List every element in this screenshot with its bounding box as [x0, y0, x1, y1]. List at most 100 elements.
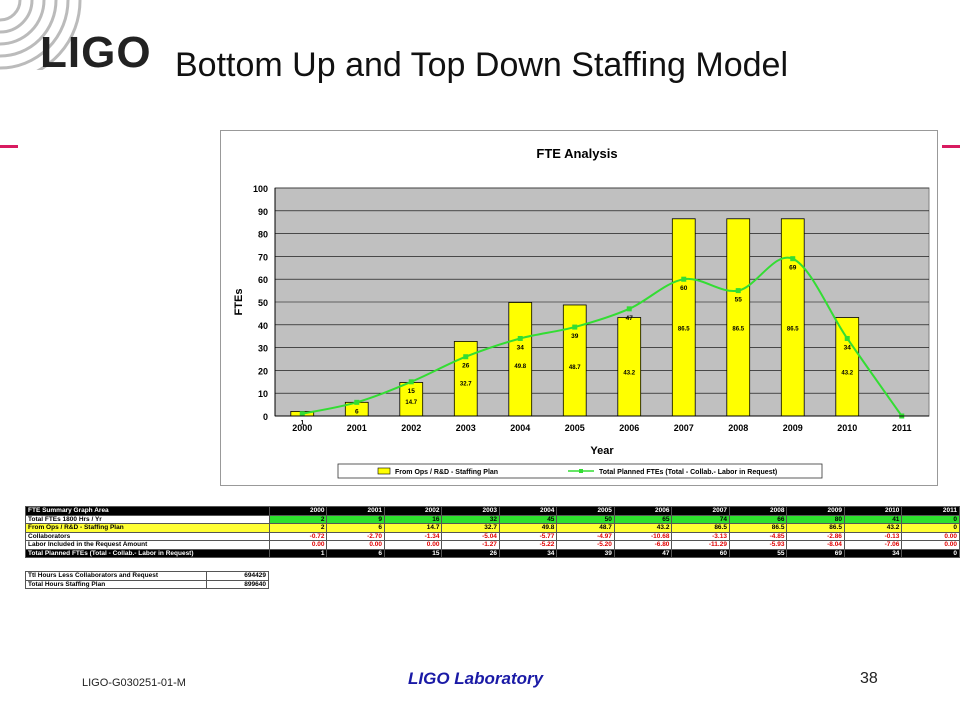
legend-bar-swatch	[377, 467, 391, 475]
document-id: LIGO-G030251-01-M	[82, 677, 186, 689]
table-cell: -5.22	[498, 540, 558, 550]
table-row: Labor Included in the Request Amount 0.00…	[25, 540, 960, 550]
line-point	[572, 324, 578, 330]
table-cell: 34	[498, 548, 558, 558]
row-label: Collaborators	[25, 531, 270, 541]
table-cell: -1.34	[383, 531, 443, 541]
table-cell: -3.13	[671, 531, 730, 541]
table-cell: 86.5	[728, 523, 788, 533]
bar	[617, 317, 642, 417]
x-tick-label: 2001	[347, 423, 367, 433]
y-tick-label: 20	[258, 366, 268, 376]
row-label: From Ops / R&D - Staffing Plan	[25, 523, 270, 533]
table-cell: -4.85	[728, 531, 788, 541]
table-cell: 47	[613, 548, 673, 558]
table-cell: 0	[901, 523, 960, 533]
chart-title: FTE Analysis	[536, 146, 617, 161]
x-tick-label: 2006	[619, 423, 639, 433]
table-cell: -5.20	[556, 540, 615, 550]
page-number: 38	[860, 670, 878, 687]
y-tick-label: 100	[253, 184, 268, 194]
table-cell: 69	[786, 548, 845, 558]
table-cell: 49.8	[498, 523, 558, 533]
legend-bar-label: From Ops / R&D - Staffing Plan	[395, 469, 498, 476]
line-data-label: 34	[517, 344, 525, 351]
row-label: Total FTEs 1800 Hrs / Yr	[25, 514, 270, 524]
table-cell: 1	[268, 548, 328, 558]
fte-analysis-chart: FTE Analysis 14.7 32.7 49.8 48.7 43.2 86.5 86.…	[220, 130, 938, 486]
table-cell: 74	[671, 514, 730, 524]
table-cell: -7.06	[843, 540, 903, 550]
left-accent-dash	[0, 145, 18, 148]
bar	[726, 218, 751, 417]
y-tick-label: 0	[263, 412, 268, 422]
y-tick-label: 80	[258, 230, 268, 240]
table-header-year: 2009	[786, 506, 845, 516]
line-point	[463, 354, 469, 360]
table-cell: 0.00	[268, 540, 328, 550]
table-row: Collaborators -0.72 -2.70 -1.34 -5.04 -5.77 -4…	[25, 531, 960, 541]
table-header-year: 2007	[671, 506, 730, 516]
line-point	[408, 379, 414, 385]
bar	[562, 304, 587, 417]
line-data-label: 1	[300, 420, 304, 427]
table-header-year: 2008	[728, 506, 788, 516]
footer-lab-name: LIGO Laboratory	[408, 669, 544, 688]
table-cell: 6	[326, 523, 385, 533]
bar-data-label: 43.2	[623, 371, 635, 377]
hours-row: Ttl Hours Less Collaborators and Request…	[25, 571, 269, 581]
bar-data-label: 48.7	[569, 365, 581, 371]
x-tick-label: 2003	[456, 423, 476, 433]
bar-data-label: 86.5	[732, 326, 744, 332]
line-data-label: 15	[408, 388, 416, 395]
line-data-label: 39	[571, 333, 579, 340]
x-tick-label: 2007	[674, 423, 694, 433]
table-cell: 39	[556, 548, 615, 558]
bar-data-label: 14.7	[405, 400, 417, 406]
slide-title: Bottom Up and Top Down Staffing Model	[175, 46, 788, 84]
table-cell: 9	[326, 514, 385, 524]
legend-line-label: Total Planned FTEs (Total - Collab.- Lab…	[599, 469, 777, 476]
line-data-label: 69	[789, 265, 797, 272]
table-header-year: 2001	[326, 506, 385, 516]
line-point	[790, 256, 796, 262]
line-point	[626, 306, 632, 312]
right-accent-dash	[942, 145, 960, 148]
table-cell: -1.27	[441, 540, 500, 550]
table-header-year: 2006	[613, 506, 673, 516]
table-header-row: FTE Summary Graph Area 2000 2001 2002 2003 20…	[25, 506, 960, 516]
table-row: Total Planned FTEs (Total - Collab.- Lab…	[25, 548, 960, 558]
table-header-year: 2003	[441, 506, 500, 516]
hours-value: 899640	[206, 579, 269, 589]
line-point	[681, 276, 687, 282]
chart-legend: From Ops / R&D - Staffing Plan Total Pla…	[337, 463, 823, 479]
y-tick-label: 30	[258, 344, 268, 354]
table-cell: 32	[441, 514, 500, 524]
table-header-year: 2000	[268, 506, 328, 516]
hours-label: Ttl Hours Less Collaborators and Request	[25, 571, 207, 581]
fte-summary-table: FTE Summary Graph Area 2000 2001 2002 2003 20…	[25, 506, 960, 558]
x-tick-label: 2005	[565, 423, 585, 433]
table-cell: 43.2	[613, 523, 673, 533]
table-cell: 34	[843, 548, 903, 558]
table-cell: 0	[901, 548, 960, 558]
y-tick-label: 10	[258, 389, 268, 399]
table-cell: 60	[671, 548, 730, 558]
bar-data-label: 86.5	[678, 326, 690, 332]
logo-arcs-icon	[0, 0, 82, 70]
table-header-label: FTE Summary Graph Area	[25, 506, 270, 516]
table-cell: 0.00	[901, 540, 960, 550]
table-cell: 15	[383, 548, 443, 558]
bar-data-label: 32.7	[460, 381, 472, 387]
table-cell: -10.68	[613, 531, 673, 541]
line-data-label: 55	[735, 297, 743, 304]
x-tick-label: 2004	[510, 423, 530, 433]
line-point	[844, 335, 850, 341]
ligo-logo: LIGO	[40, 28, 152, 77]
table-header-year: 2005	[556, 506, 615, 516]
bar	[508, 302, 533, 417]
bar-data-label: 43.2	[841, 371, 853, 377]
table-cell: 0.00	[326, 540, 385, 550]
row-label: Labor Included in the Request Amount	[25, 540, 270, 550]
table-row: From Ops / R&D - Staffing Plan 2 6 14.7 32.7…	[25, 523, 960, 533]
